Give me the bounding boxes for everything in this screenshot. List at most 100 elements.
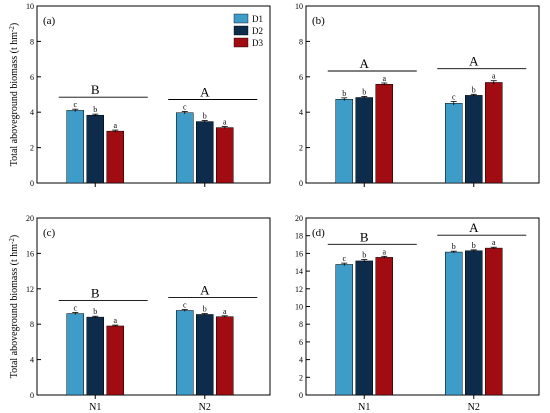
x-tick-label: N2 bbox=[199, 402, 211, 413]
y-tick-label: 8 bbox=[30, 320, 34, 329]
group-letter: A bbox=[200, 84, 210, 99]
bar-d3 bbox=[485, 82, 503, 184]
y-tick-label: 4 bbox=[30, 356, 34, 365]
bar-d3 bbox=[106, 325, 124, 396]
significance-letter: b bbox=[472, 85, 476, 94]
bar-d2 bbox=[196, 314, 214, 396]
significance-letter: b bbox=[472, 241, 476, 250]
significance-letter: a bbox=[113, 121, 117, 130]
significance-letter: a bbox=[223, 307, 227, 316]
y-tick-label: 12 bbox=[295, 285, 303, 294]
significance-letter: b bbox=[342, 89, 346, 98]
significance-letter: a bbox=[113, 316, 117, 325]
plot-frame bbox=[36, 217, 271, 396]
x-tick-label: N1 bbox=[358, 402, 370, 413]
significance-letter: a bbox=[382, 74, 386, 83]
group-letter: A bbox=[469, 54, 479, 69]
panel-1: 0 2 4 6 8 10 c b a Bc b a A (a) Total aboveground biom… bbox=[8, 2, 271, 188]
panel-label: (d) bbox=[312, 227, 325, 239]
group-letter: A bbox=[469, 220, 479, 235]
legend-label: D1 bbox=[252, 14, 263, 24]
bar-d3 bbox=[106, 130, 124, 184]
significance-letter: c bbox=[73, 100, 77, 109]
group-letter: B bbox=[360, 229, 369, 244]
significance-letter: c bbox=[183, 301, 187, 310]
y-tick-label: 2 bbox=[299, 144, 303, 153]
y-tick-label: 8 bbox=[299, 37, 303, 46]
significance-letter: b bbox=[362, 251, 366, 260]
x-tick-label: N2 bbox=[468, 402, 480, 413]
bar-d2 bbox=[86, 114, 104, 184]
y-tick-label: 2 bbox=[299, 373, 303, 382]
bar-d1 bbox=[445, 103, 463, 184]
legend-label: D3 bbox=[252, 38, 263, 48]
significance-letter: a bbox=[492, 238, 496, 247]
x-tick-label: N1 bbox=[89, 402, 101, 413]
significance-letter: b bbox=[93, 105, 97, 114]
significance-letter: a bbox=[382, 247, 386, 256]
bar-d3 bbox=[485, 247, 503, 396]
panel-label: (c) bbox=[43, 227, 56, 239]
group-letter: B bbox=[91, 286, 100, 301]
bar-d1 bbox=[66, 313, 84, 396]
y-tick-label: 0 bbox=[299, 391, 303, 400]
legend-swatch-d1 bbox=[233, 13, 249, 24]
bar-d1 bbox=[176, 112, 194, 184]
y-tick-label: 10 bbox=[26, 2, 34, 11]
y-tick-label: 18 bbox=[295, 232, 303, 241]
bar-d2 bbox=[355, 97, 373, 184]
y-tick-label: 6 bbox=[299, 73, 303, 82]
y-tick-label: 8 bbox=[299, 320, 303, 329]
y-tick-label: 6 bbox=[30, 73, 34, 82]
y-tick-label: 4 bbox=[299, 108, 303, 117]
panel-2: 0 2 4 6 8 10 b b a Ac b a A (b) bbox=[295, 2, 540, 188]
y-tick-label: 16 bbox=[26, 249, 34, 258]
y-tick-label: 12 bbox=[26, 285, 34, 294]
significance-letter: b bbox=[203, 112, 207, 121]
bar-d1 bbox=[176, 310, 194, 396]
significance-letter: c bbox=[183, 102, 187, 111]
significance-letter: b bbox=[362, 87, 366, 96]
y-tick-label: 8 bbox=[30, 37, 34, 46]
y-tick-label: 10 bbox=[295, 303, 303, 312]
bar-d3 bbox=[375, 257, 393, 396]
bar-d3 bbox=[375, 83, 393, 184]
y-tick-label: 2 bbox=[30, 144, 34, 153]
legend-swatch-d3 bbox=[233, 37, 249, 48]
plot-frame bbox=[36, 5, 271, 184]
bar-d2 bbox=[465, 250, 483, 396]
y-tick-label: 16 bbox=[295, 249, 303, 258]
bar-d3 bbox=[216, 316, 234, 396]
y-tick-label: 20 bbox=[26, 214, 34, 223]
legend: D1 D2 D3 bbox=[233, 13, 263, 48]
y-tick-label: 0 bbox=[299, 179, 303, 188]
bar-d1 bbox=[335, 99, 353, 184]
y-axis-label: Total aboveground biomass (t hm-2) bbox=[8, 235, 20, 378]
bar-d3 bbox=[216, 127, 234, 184]
y-tick-label: 10 bbox=[295, 2, 303, 11]
panel-4: 0 2 4 6 8 10 12 14 16 18 20 N1 N2 c b a Bb b a A (d) bbox=[295, 214, 540, 413]
group-letter: A bbox=[360, 56, 370, 71]
panel-3: 0 4 8 12 16 20 N1 N2 c b a Bc b a A (c) Total abovegroun… bbox=[8, 214, 271, 413]
y-tick-label: 14 bbox=[295, 267, 303, 276]
y-tick-label: 6 bbox=[299, 338, 303, 347]
significance-letter: a bbox=[492, 72, 496, 81]
bar-d2 bbox=[196, 121, 214, 184]
significance-letter: a bbox=[223, 118, 227, 127]
significance-letter: c bbox=[342, 254, 346, 263]
y-tick-label: 20 bbox=[295, 214, 303, 223]
y-tick-label: 0 bbox=[30, 179, 34, 188]
group-letter: B bbox=[91, 82, 100, 97]
plot-frame bbox=[305, 5, 540, 184]
y-tick-label: 0 bbox=[30, 391, 34, 400]
significance-letter: b bbox=[93, 307, 97, 316]
y-axis-label: Total aboveground biomass (t hm-2) bbox=[8, 23, 20, 166]
bar-d2 bbox=[355, 260, 373, 396]
bar-d2 bbox=[465, 95, 483, 184]
significance-letter: c bbox=[452, 93, 456, 102]
legend-label: D2 bbox=[252, 26, 263, 36]
bar-d1 bbox=[445, 251, 463, 396]
significance-letter: b bbox=[452, 242, 456, 251]
significance-letter: c bbox=[73, 304, 77, 313]
